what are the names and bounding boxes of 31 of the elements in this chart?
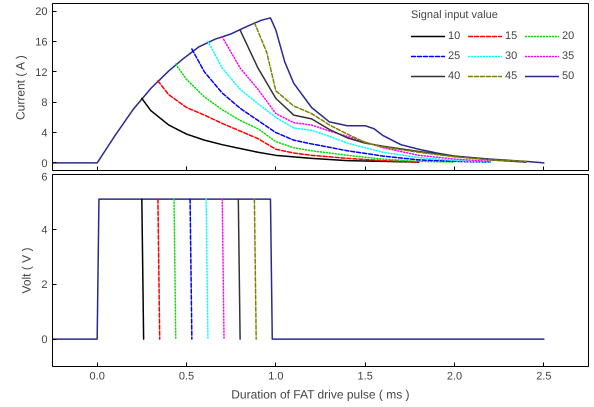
y-tick-label: 4 bbox=[41, 128, 48, 140]
line-series bbox=[141, 98, 420, 163]
y-tick-label: 20 bbox=[35, 6, 48, 18]
y-tick-label: 12 bbox=[35, 66, 48, 79]
legend-label: 50 bbox=[562, 70, 576, 82]
x-tick-label: 0.0 bbox=[90, 370, 105, 382]
y-tick-label: 16 bbox=[35, 36, 48, 48]
legend-label: 25 bbox=[448, 50, 462, 62]
x-tick-label: 2.5 bbox=[536, 370, 552, 382]
y-tick-label: 6 bbox=[41, 172, 48, 184]
y-axis-title: Volt ( V ) bbox=[19, 247, 34, 294]
x-tick-label: 1.5 bbox=[358, 370, 373, 382]
legend-label: 30 bbox=[505, 50, 518, 62]
legend-label: 10 bbox=[448, 30, 462, 42]
y-tick-label: 0 bbox=[41, 334, 48, 346]
legend-label: 45 bbox=[505, 70, 518, 82]
x-tick-label: 2.0 bbox=[446, 370, 462, 382]
legend-label: 20 bbox=[562, 30, 576, 42]
legend-title: Signal input value bbox=[411, 9, 499, 21]
legend-label: 35 bbox=[562, 50, 576, 62]
y-tick-label: 4 bbox=[41, 224, 48, 236]
legend-label: 40 bbox=[448, 70, 462, 82]
legend-label: 15 bbox=[505, 30, 518, 42]
y-tick-label: 2 bbox=[41, 279, 48, 292]
y-axis-title: Current ( A ) bbox=[13, 55, 28, 120]
x-tick-label: 1.0 bbox=[268, 370, 284, 382]
y-tick-label: 8 bbox=[41, 97, 48, 110]
x-tick-label: 0.5 bbox=[178, 370, 194, 382]
y-tick-label: 0 bbox=[41, 158, 48, 170]
x-axis-title: Duration of FAT drive pulse ( ms ) bbox=[231, 388, 410, 402]
line-series bbox=[157, 80, 420, 163]
